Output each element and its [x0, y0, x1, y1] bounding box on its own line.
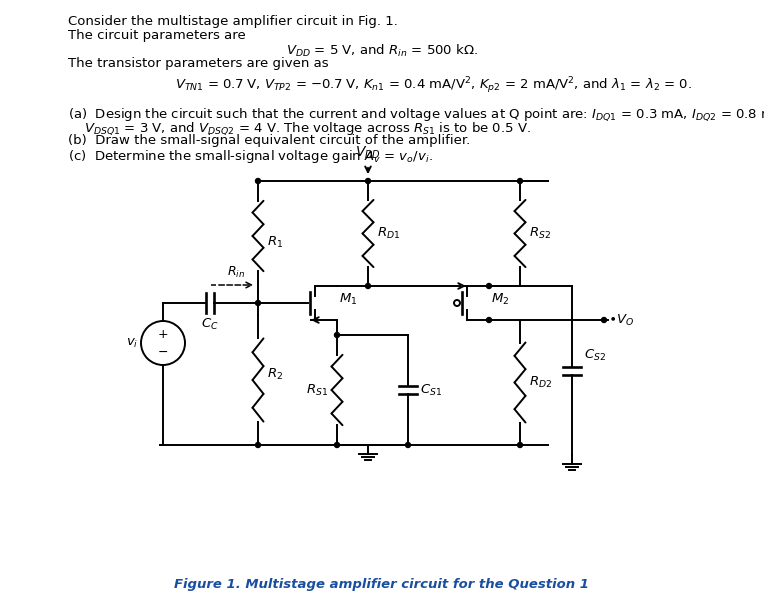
Circle shape [255, 178, 261, 183]
Text: $v_i$: $v_i$ [125, 337, 138, 349]
Text: $R_{D1}$: $R_{D1}$ [377, 226, 400, 241]
Text: $R_{D2}$: $R_{D2}$ [529, 375, 552, 390]
Circle shape [255, 300, 261, 305]
Text: $V_{DD}$: $V_{DD}$ [355, 145, 381, 161]
Text: $R_2$: $R_2$ [267, 367, 283, 381]
Circle shape [487, 318, 491, 322]
Text: $V_{DSQ1}$ = 3 V, and $V_{DSQ2}$ = 4 V. The voltage across $R_{S1}$ is to be 0.5: $V_{DSQ1}$ = 3 V, and $V_{DSQ2}$ = 4 V. … [84, 120, 531, 137]
Text: $R_{in}$: $R_{in}$ [227, 265, 245, 280]
Text: (c)  Determine the small-signal voltage gain $A_v$ = $v_o$/$v_i$.: (c) Determine the small-signal voltage g… [68, 148, 432, 165]
Text: The transistor parameters are given as: The transistor parameters are given as [68, 57, 329, 70]
Text: $M_2$: $M_2$ [491, 291, 510, 306]
Circle shape [487, 283, 491, 289]
Circle shape [406, 443, 410, 447]
Text: $M_1$: $M_1$ [339, 291, 358, 306]
Text: (b)  Draw the small-signal equivalent circuit of the amplifier.: (b) Draw the small-signal equivalent cir… [68, 134, 471, 147]
Text: $C_C$: $C_C$ [201, 317, 219, 332]
Text: −: − [157, 346, 168, 359]
Text: Consider the multistage amplifier circuit in Fig. 1.: Consider the multistage amplifier circui… [68, 15, 398, 28]
Text: $V_{DD}$ = 5 V, and $R_{in}$ = 500 k$\Omega$.: $V_{DD}$ = 5 V, and $R_{in}$ = 500 k$\Om… [286, 43, 478, 59]
Circle shape [601, 318, 607, 322]
Circle shape [365, 283, 371, 289]
Circle shape [517, 178, 523, 183]
Text: The circuit parameters are: The circuit parameters are [68, 29, 246, 42]
Circle shape [517, 443, 523, 447]
Text: Figure 1. Multistage amplifier circuit for the Question 1: Figure 1. Multistage amplifier circuit f… [174, 578, 590, 591]
Circle shape [255, 443, 261, 447]
Text: (a)  Design the circuit such that the current and voltage values at Q point are:: (a) Design the circuit such that the cur… [68, 106, 764, 123]
Text: $R_{S2}$: $R_{S2}$ [529, 226, 551, 241]
Circle shape [365, 178, 371, 183]
Text: $R_1$: $R_1$ [267, 234, 283, 249]
Circle shape [335, 332, 339, 338]
Text: $C_{S2}$: $C_{S2}$ [584, 348, 606, 363]
Text: $C_{S1}$: $C_{S1}$ [420, 383, 442, 398]
Text: $\bullet V_O$: $\bullet V_O$ [608, 313, 634, 327]
Text: $R_{S1}$: $R_{S1}$ [306, 383, 328, 398]
Text: $V_{TN1}$ = 0.7 V, $V_{TP2}$ = $-$0.7 V, $K_{n1}$ = 0.4 mA/V$^2$, $K_{p2}$ = 2 m: $V_{TN1}$ = 0.7 V, $V_{TP2}$ = $-$0.7 V,… [175, 75, 692, 96]
Circle shape [335, 443, 339, 447]
Text: +: + [157, 327, 168, 340]
